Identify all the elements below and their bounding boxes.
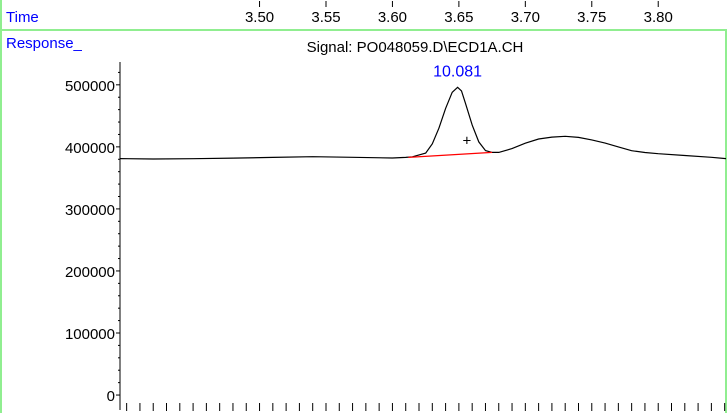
integration-baseline — [408, 151, 493, 158]
x-tick-label: 3.65 — [444, 9, 473, 26]
x-tick-label: 3.60 — [378, 9, 407, 26]
signal-title: Signal: PO048059.D\ECD1A.CH — [307, 39, 524, 56]
y-tick-label: 300000 — [65, 202, 115, 219]
response-label: Response_ — [6, 35, 83, 52]
peak-apex-marker: + — [462, 133, 471, 150]
x-tick-labels: 3.50 3.55 3.60 3.65 3.70 3.75 3.80 — [245, 9, 673, 26]
y-tick-label: 100000 — [65, 326, 115, 343]
y-tick-label: 500000 — [65, 78, 115, 95]
x-tick-label: 3.80 — [644, 9, 673, 26]
time-label: Time — [6, 9, 39, 26]
x-tick-label: 3.50 — [245, 9, 274, 26]
x-tick-label: 3.55 — [311, 9, 340, 26]
y-tick-label: 200000 — [65, 264, 115, 281]
y-tick-label: 0 — [107, 388, 115, 405]
x-tick-label: 3.75 — [577, 9, 606, 26]
signal-trace — [119, 86, 727, 160]
plot-axes — [116, 62, 726, 411]
x-tick-label: 3.70 — [511, 9, 540, 26]
x-header-ticks — [259, 1, 659, 7]
y-tick-labels: 500000 400000 300000 200000 100000 0 — [65, 78, 115, 405]
peak-label: 10.081 — [433, 63, 482, 80]
x-axis-header: Time 3.50 3.55 3.60 3.65 3.70 3.75 3.80 — [6, 1, 673, 26]
y-tick-label: 400000 — [65, 140, 115, 157]
